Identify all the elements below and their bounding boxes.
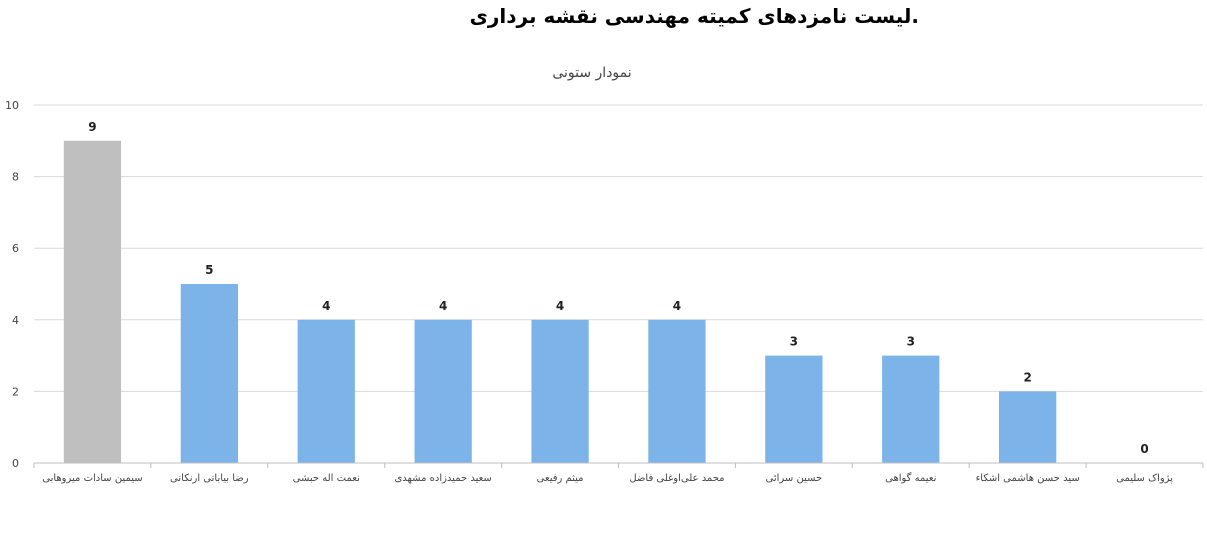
x-tick-label: نعمت اله حبشی — [293, 473, 360, 484]
x-tick-label: پژواک سلیمی — [1116, 473, 1173, 484]
bar-8 — [882, 355, 940, 463]
y-tick-label: 6 — [12, 242, 19, 255]
data-label: 3 — [790, 335, 798, 349]
data-label: 4 — [556, 299, 564, 313]
data-label: 5 — [205, 263, 213, 277]
chart-title: نمودار ستونی — [552, 65, 631, 81]
x-tick-label: محمد علی‌اوغلی فاضل — [629, 473, 724, 484]
data-label: 3 — [907, 335, 915, 349]
data-label: 9 — [88, 120, 96, 134]
bar-4 — [414, 319, 472, 463]
data-label: 4 — [673, 299, 681, 313]
y-tick-label: 4 — [12, 314, 19, 327]
x-tick-label: سید حسن هاشمی اشکاء — [976, 473, 1080, 484]
x-axis-ticks: سیمین سادات میروهابی رضا بیابانی ارنکانی ن… — [33, 463, 1204, 484]
data-label: 2 — [1023, 370, 1031, 384]
x-tick-label: سیمین سادات میروهابی — [42, 473, 142, 484]
bar-7 — [765, 355, 823, 463]
bar-5 — [531, 319, 589, 463]
data-label: 0 — [1140, 442, 1148, 456]
bar-1 — [63, 140, 122, 464]
x-tick-label: رضا بیابانی ارنکانی — [170, 473, 249, 484]
bar-9 — [999, 391, 1057, 463]
data-labels: 9 5 4 4 4 4 3 3 2 0 — [88, 120, 1148, 456]
y-tick-label: 10 — [5, 99, 19, 112]
x-tick-label: حسین سرائی — [765, 473, 822, 484]
bar-3 — [297, 319, 355, 463]
y-axis-ticks: 0 2 4 6 8 10 — [5, 99, 19, 470]
y-tick-label: 2 — [12, 385, 19, 398]
page-heading: .لیست نامزدهای کمیته مهندسی نقشه برداری — [469, 4, 919, 28]
bar-6 — [648, 319, 706, 463]
x-tick-label: سعید حمیدزاده مشهدی — [394, 473, 491, 484]
y-tick-label: 0 — [12, 457, 19, 470]
data-label: 4 — [439, 299, 447, 313]
y-tick-label: 8 — [12, 171, 19, 184]
bars — [63, 140, 1057, 464]
x-tick-label: نعیمه گواهی — [885, 472, 936, 484]
data-label: 4 — [322, 299, 330, 313]
x-tick-label: میثم رفیعی — [537, 473, 584, 484]
bar-2 — [180, 284, 238, 463]
